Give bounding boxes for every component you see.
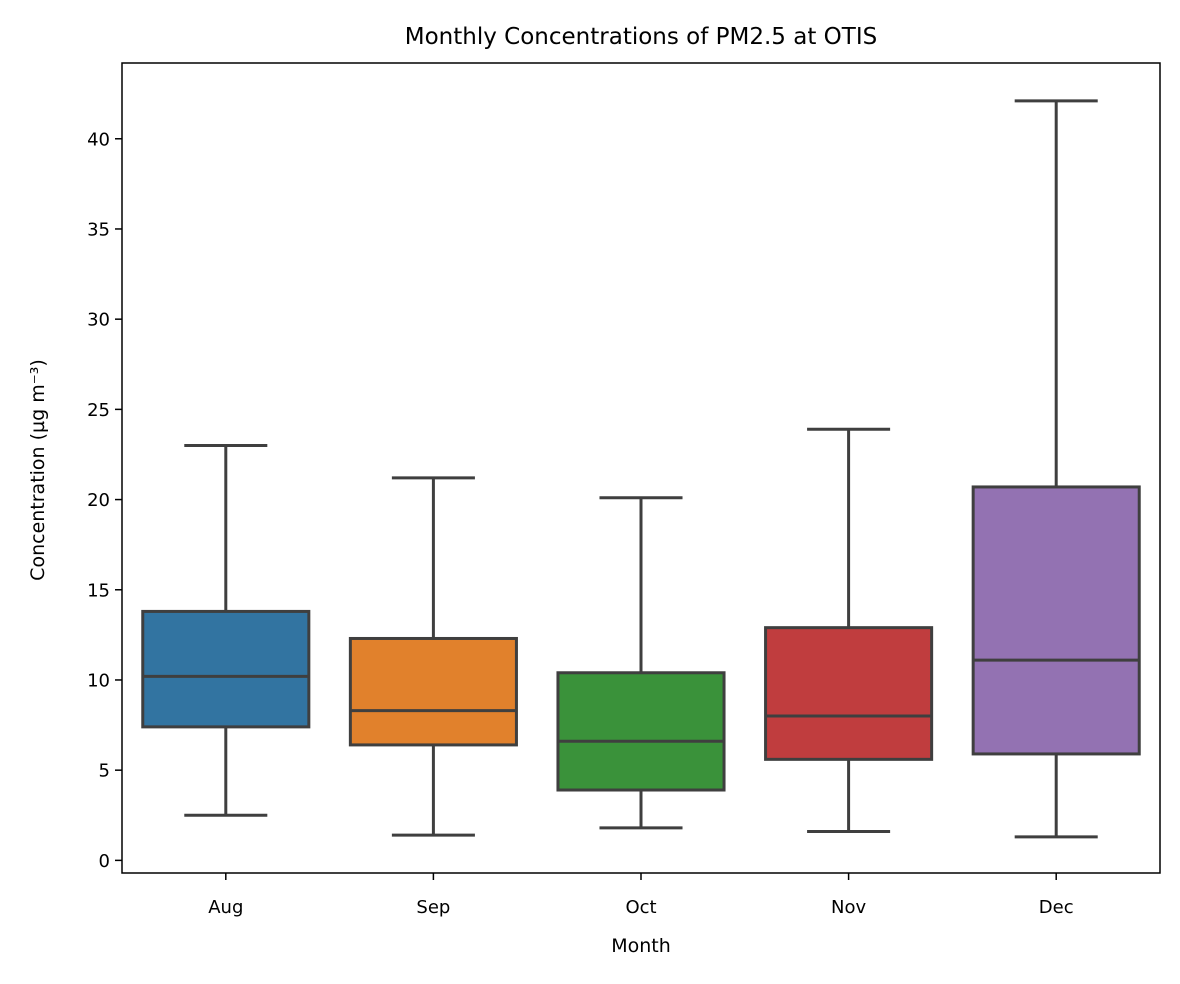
chart-title: Monthly Concentrations of PM2.5 at OTIS [405, 24, 877, 50]
box-nov [764, 626, 934, 761]
y-tick-label: 20 [87, 490, 110, 511]
plot-area [141, 99, 1141, 839]
box-group-aug [141, 443, 311, 817]
y-tick-label: 15 [87, 580, 110, 601]
y-tick-label: 5 [99, 761, 110, 782]
box-sep [348, 636, 518, 747]
plot-frame [121, 62, 1161, 874]
x-tick-label: Sep [416, 897, 450, 918]
box-aug [141, 609, 311, 729]
y-tick-label: 10 [87, 670, 110, 691]
y-tick-label: 40 [87, 129, 110, 150]
y-tick-label: 0 [99, 851, 110, 872]
x-tick-label: Dec [1039, 897, 1074, 918]
box-dec [971, 485, 1141, 756]
y-axis-label: Concentration (µg m⁻³) [27, 359, 49, 581]
y-tick-label: 30 [87, 310, 110, 331]
y-axis: 0 5 10 15 20 25 30 35 40 [87, 129, 122, 872]
y-tick-label: 35 [87, 219, 110, 240]
box-oct [556, 671, 726, 792]
box-group-dec [971, 99, 1141, 839]
x-tick-label: Aug [208, 897, 243, 918]
box-group-nov [764, 427, 934, 834]
x-axis-label: Month [611, 935, 671, 957]
x-axis: Aug Sep Oct Nov Dec [208, 873, 1074, 918]
box-group-sep [348, 476, 518, 837]
x-tick-label: Oct [625, 897, 656, 918]
box-group-oct [556, 496, 726, 830]
x-tick-label: Nov [831, 897, 866, 918]
y-tick-label: 25 [87, 400, 110, 421]
